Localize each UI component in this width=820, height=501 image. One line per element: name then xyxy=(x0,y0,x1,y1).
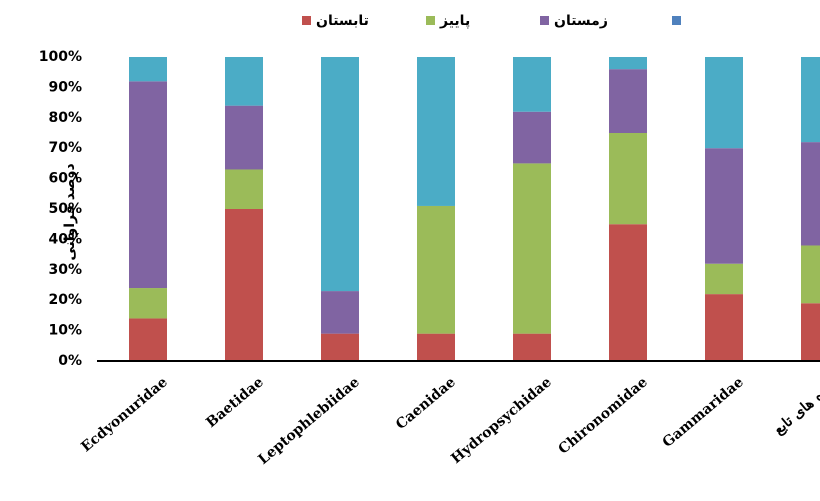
bar-segment-4 xyxy=(225,57,263,106)
bar-segment-3 xyxy=(609,69,647,133)
bar-segment-2 xyxy=(705,263,743,295)
y-tick-label: 20% xyxy=(48,292,82,308)
bar-segment-2 xyxy=(225,169,263,209)
legend-label: تابستان xyxy=(316,13,369,29)
bar-segment-1 xyxy=(417,333,455,361)
x-category-label: Caenidae xyxy=(393,374,459,433)
bar-segment-4 xyxy=(321,57,359,292)
y-axis-ticks: 0% 10% 20% 30% 40% 50% 60% 70% 80% 90% 100% xyxy=(39,49,82,369)
x-category-label: Baetidae xyxy=(203,374,266,431)
bar-segment-4 xyxy=(609,57,647,70)
bar-segment-1 xyxy=(513,333,551,361)
bar-segment-2 xyxy=(513,163,551,334)
bar-segment-4 xyxy=(801,57,820,143)
bars-group xyxy=(129,57,820,361)
y-tick-label: 30% xyxy=(48,262,82,278)
bar-segment-3 xyxy=(801,142,820,246)
y-tick-label: 90% xyxy=(48,79,82,95)
bar-segment-1 xyxy=(705,294,743,361)
y-tick-label: 50% xyxy=(48,201,82,217)
bar-segment-4 xyxy=(417,57,455,206)
bar-segment-3 xyxy=(129,81,167,289)
bar-segment-2 xyxy=(801,245,820,304)
y-tick-label: 100% xyxy=(39,49,82,65)
legend-swatch xyxy=(426,16,435,25)
y-axis-title: درصد فراوانی xyxy=(62,163,78,260)
bar-segment-1 xyxy=(801,303,820,361)
x-category-label: Ecdyonuridae xyxy=(78,374,171,455)
bar-segment-1 xyxy=(225,209,263,361)
y-tick-label: 60% xyxy=(48,171,82,187)
x-category-label: Leptophlebiidae xyxy=(255,374,362,468)
x-category-label: Hydropsychidae xyxy=(448,374,554,467)
bar-segment-3 xyxy=(705,148,743,264)
bar-segment-4 xyxy=(705,57,743,149)
bar-segment-2 xyxy=(417,205,455,334)
y-tick-label: 70% xyxy=(48,140,82,156)
bar-segment-3 xyxy=(513,111,551,164)
bar-segment-4 xyxy=(129,57,167,82)
y-tick-label: 40% xyxy=(48,231,82,247)
legend: تابستان پاییز زمستان xyxy=(302,13,681,29)
bar-segment-1 xyxy=(609,224,647,361)
y-tick-label: 10% xyxy=(48,323,82,339)
legend-swatch xyxy=(672,16,681,25)
x-category-label: گروه های تابع xyxy=(770,373,820,438)
bar-segment-3 xyxy=(225,105,263,170)
bar-segment-2 xyxy=(609,133,647,225)
y-tick-label: 0% xyxy=(58,353,82,369)
bar-segment-3 xyxy=(321,291,359,334)
legend-swatch xyxy=(540,16,549,25)
y-tick-label: 80% xyxy=(48,110,82,126)
legend-swatch xyxy=(302,16,311,25)
bar-segment-1 xyxy=(321,333,359,361)
bar-segment-1 xyxy=(129,318,167,361)
bar-segment-4 xyxy=(513,57,551,112)
x-category-label: Chironomidae xyxy=(556,374,651,458)
bar-segment-2 xyxy=(129,288,167,319)
legend-label: پاییز xyxy=(439,13,470,29)
legend-label: زمستان xyxy=(554,13,608,29)
x-category-label: Gammaridae xyxy=(660,374,747,451)
